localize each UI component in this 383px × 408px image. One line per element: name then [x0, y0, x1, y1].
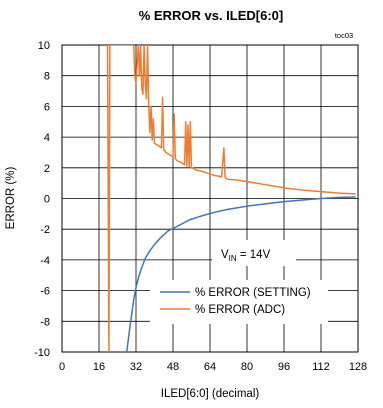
series-line-setting — [126, 196, 356, 352]
x-tick-label: 0 — [59, 361, 65, 373]
y-tick-label: 10 — [38, 40, 50, 52]
legend-label-adc: % ERROR (ADC) — [195, 304, 285, 316]
y-tick-label: -10 — [34, 347, 50, 359]
annotation-background — [212, 240, 296, 266]
x-tick-label: 48 — [167, 361, 179, 373]
annotation-text: VIN = 14V — [221, 249, 271, 263]
y-tick-label: 6 — [44, 101, 50, 113]
y-tick-label: -6 — [40, 286, 50, 298]
vin-annotation: VIN = 14V — [212, 240, 296, 266]
figure-id-label: toc03 — [335, 31, 353, 40]
x-tick-label: 32 — [130, 361, 142, 373]
x-tick-label: 112 — [312, 361, 330, 373]
y-tick-label: -8 — [40, 316, 50, 328]
y-tick-label: -2 — [40, 224, 50, 236]
y-tick-label: 4 — [44, 132, 50, 144]
x-tick-label: 128 — [349, 361, 367, 373]
y-tick-label: 0 — [44, 194, 50, 206]
legend: % ERROR (SETTING) % ERROR (ADC) — [150, 280, 328, 324]
annotation-rest: = 14V — [237, 249, 271, 261]
gridlines — [62, 45, 358, 352]
x-tick-label: 96 — [278, 361, 290, 373]
annotation-subscript: IN — [229, 254, 237, 263]
y-tick-label: 2 — [44, 163, 50, 175]
y-axis-label: ERROR (%) — [5, 167, 17, 230]
series-layer — [106, 45, 356, 352]
x-tick-label: 64 — [204, 361, 216, 373]
legend-background — [150, 280, 328, 324]
annotation-base: V — [221, 249, 229, 261]
plot-frame — [61, 44, 359, 353]
legend-label-setting: % ERROR (SETTING) — [195, 287, 311, 299]
y-tick-labels: -10 -8 -6 -4 -2 0 2 4 6 8 10 — [34, 40, 50, 359]
x-tick-label: 80 — [241, 361, 253, 373]
y-tick-label: -4 — [40, 255, 50, 267]
x-tick-label: 16 — [93, 361, 105, 373]
x-tick-labels: 0 16 32 48 64 80 96 112 128 — [59, 361, 367, 373]
chart-title: % ERROR vs. ILED[6:0] — [139, 8, 283, 23]
x-axis-label: ILED[6:0] (decimal) — [161, 388, 260, 400]
y-tick-label: 8 — [44, 71, 50, 83]
series-line-adc — [106, 45, 356, 352]
